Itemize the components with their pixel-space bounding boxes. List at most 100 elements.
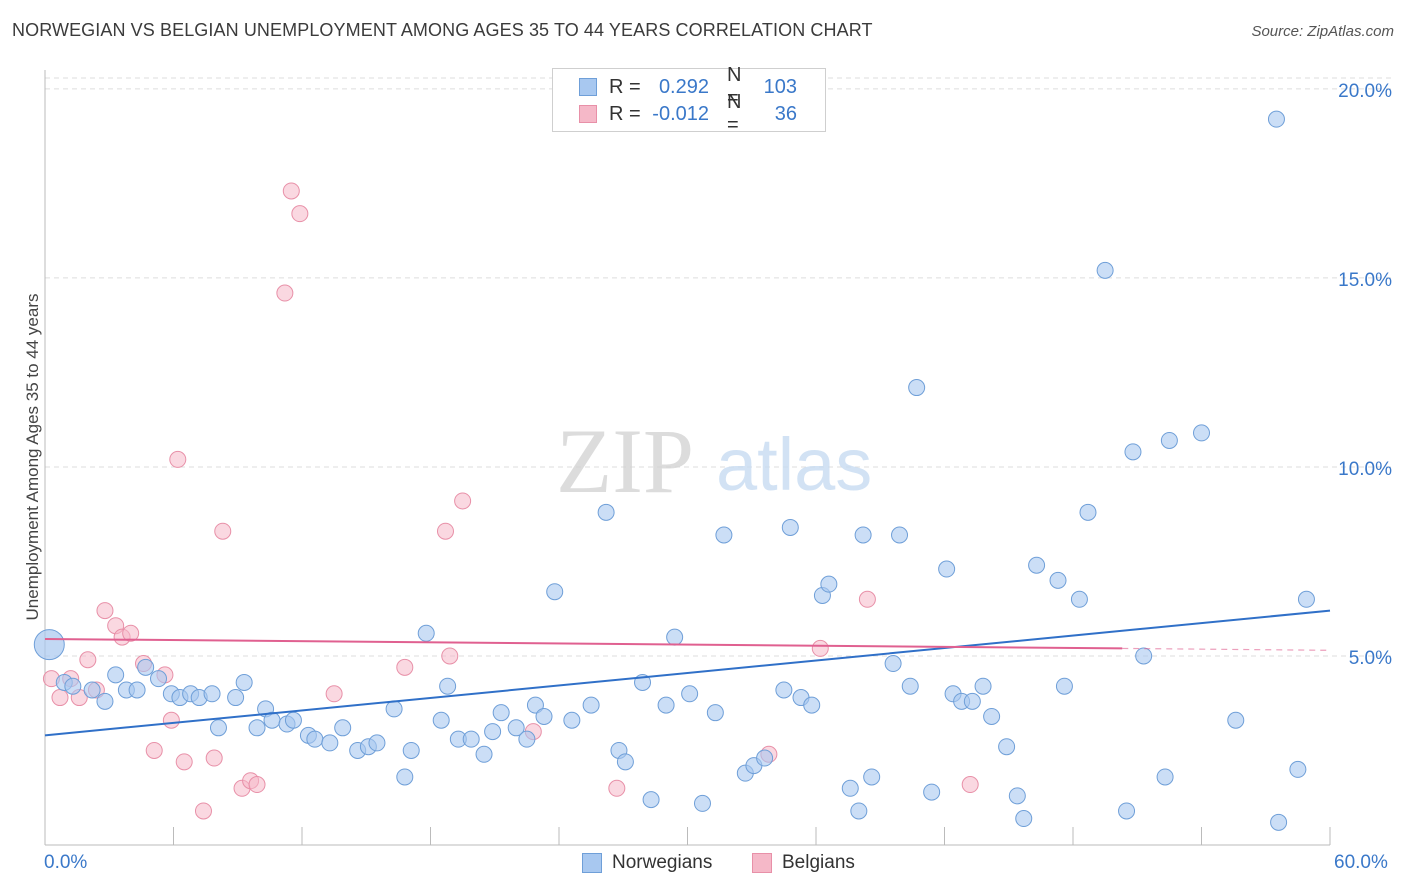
belgians-point xyxy=(169,450,187,468)
norwegians-swatch xyxy=(579,78,597,96)
norwegians-legend-label: Norwegians xyxy=(612,852,713,873)
norwegians-point xyxy=(820,575,838,593)
r-value: 0.292 xyxy=(658,75,709,98)
norwegians-point xyxy=(1028,556,1046,574)
norwegians-point xyxy=(974,677,992,695)
belgians-point xyxy=(96,602,114,620)
watermark: ZIP atlas xyxy=(556,410,872,512)
y-tick-labels: 5.0% 10.0% 15.0% 20.0% xyxy=(1338,81,1392,669)
legend-row-norwegians: R = 0.292 N = 103 xyxy=(579,64,797,109)
norwegians-point xyxy=(756,749,774,767)
belgians-point xyxy=(396,658,414,676)
norwegians-point xyxy=(284,711,302,729)
norwegians-point xyxy=(492,704,510,722)
norwegians-point xyxy=(850,802,868,820)
y-tick-label: 15.0% xyxy=(1338,270,1392,291)
norwegians-point xyxy=(891,526,909,544)
x-tick-label-min: 0.0% xyxy=(44,852,88,873)
r-label: R = xyxy=(609,75,641,98)
norwegians-point xyxy=(439,677,457,695)
axes xyxy=(44,70,1331,846)
norwegians-point xyxy=(706,704,724,722)
norwegians-point xyxy=(715,526,733,544)
norwegians-point xyxy=(1135,647,1153,665)
belgians-legend-swatch xyxy=(752,853,772,873)
norwegians-point xyxy=(681,685,699,703)
watermark-atlas: atlas xyxy=(716,423,872,506)
belgians-point xyxy=(608,779,626,797)
norwegians-point xyxy=(64,677,82,695)
belgians-point xyxy=(454,492,472,510)
norwegians-point xyxy=(1156,768,1174,786)
belgians-point xyxy=(858,590,876,608)
series-legend: Norwegians Belgians xyxy=(0,852,1406,878)
norwegians-point xyxy=(209,719,227,737)
norwegians-point xyxy=(775,681,793,699)
norwegians-point xyxy=(484,723,502,741)
norwegians-point xyxy=(781,518,799,536)
trend-lines xyxy=(44,609,1331,737)
norwegians-point xyxy=(666,628,684,646)
legend-row-belgians: R = -0.012 N = 36 xyxy=(579,91,797,136)
norwegians-legend-swatch xyxy=(582,853,602,873)
belgians-point xyxy=(194,802,212,820)
correlation-legend: R = 0.292 N = 103 R = -0.012 N = 36 xyxy=(552,64,826,136)
norwegians-point xyxy=(535,707,553,725)
norwegians-trend-line xyxy=(44,609,1331,737)
norwegians-point xyxy=(1227,711,1245,729)
norwegians-point xyxy=(1160,431,1178,449)
norwegians-point xyxy=(402,741,420,759)
norwegians-point xyxy=(597,503,615,521)
belgians-trend-line xyxy=(44,637,1123,650)
norwegians-point xyxy=(107,666,125,684)
belgians-point xyxy=(79,651,97,669)
norwegians-point xyxy=(1096,261,1114,279)
belgians-trend-extension xyxy=(1122,647,1331,651)
y-tick-label: 10.0% xyxy=(1338,459,1392,480)
norwegians-point xyxy=(462,730,480,748)
y-tick-label: 5.0% xyxy=(1349,648,1392,669)
norwegians-point xyxy=(1289,760,1307,778)
norwegians-series xyxy=(33,110,1315,831)
belgians-point xyxy=(282,182,300,200)
norwegians-point xyxy=(33,629,65,661)
norwegians-point xyxy=(432,711,450,729)
norwegians-point xyxy=(235,673,253,691)
norwegians-point xyxy=(96,692,114,710)
norwegians-point xyxy=(841,779,859,797)
norwegians-point xyxy=(1070,590,1088,608)
y-axis-label: Unemployment Among Ages 35 to 44 years xyxy=(23,294,42,621)
belgians-point xyxy=(276,284,294,302)
norwegians-point xyxy=(137,658,155,676)
norwegians-point xyxy=(1267,110,1285,128)
norwegians-point xyxy=(1118,802,1136,820)
norwegians-point xyxy=(1193,424,1210,442)
norwegians-point xyxy=(368,734,386,752)
norwegians-point xyxy=(128,681,146,699)
norwegians-point xyxy=(1270,813,1288,831)
norwegians-point xyxy=(854,526,872,544)
norwegians-point xyxy=(321,734,339,752)
n-label: N = xyxy=(727,91,742,136)
y-tick-label: 20.0% xyxy=(1338,81,1392,102)
norwegians-point xyxy=(1015,810,1033,828)
norwegians-point xyxy=(563,711,581,729)
belgians-point xyxy=(175,753,193,771)
x-tick-label-max: 60.0% xyxy=(1334,852,1388,873)
norwegians-point xyxy=(248,719,266,737)
norwegians-point xyxy=(983,707,1001,725)
belgians-point xyxy=(961,776,979,794)
norwegians-point xyxy=(963,692,981,710)
norwegians-point xyxy=(203,685,221,703)
belgians-point xyxy=(145,741,163,759)
norwegians-point xyxy=(1049,571,1067,589)
norwegians-point xyxy=(417,624,435,642)
belgians-point xyxy=(441,647,459,665)
n-label: N = xyxy=(727,64,742,109)
belgians-point xyxy=(325,685,343,703)
belgians-point xyxy=(205,749,223,767)
norwegians-point xyxy=(1008,787,1026,805)
norwegians-point xyxy=(1079,503,1097,521)
belgians-swatch xyxy=(579,105,597,123)
norwegians-point xyxy=(582,696,600,714)
